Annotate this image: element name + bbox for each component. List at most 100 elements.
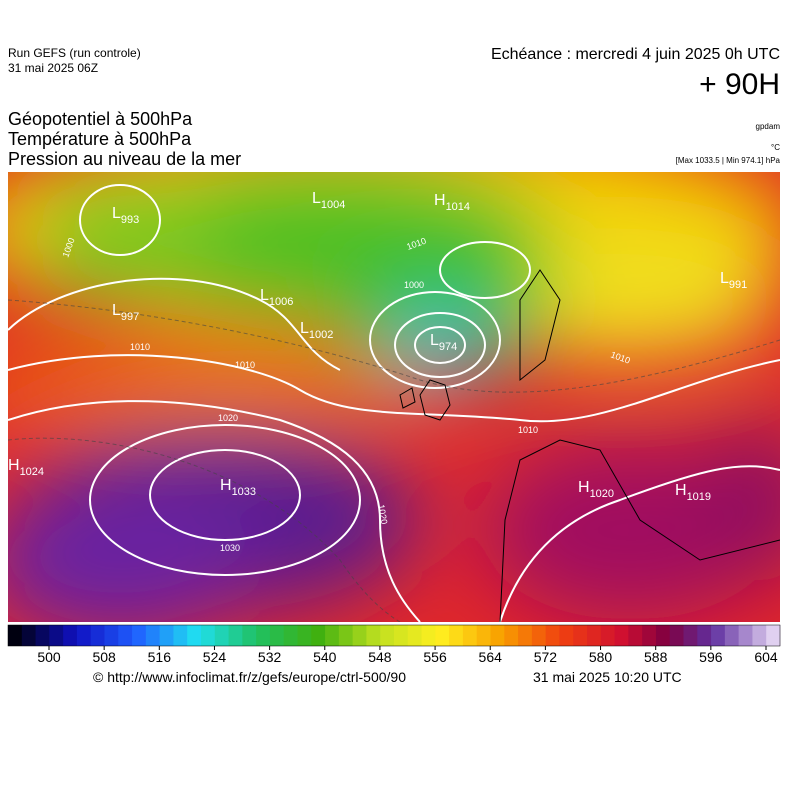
colorbar-swatch xyxy=(642,625,657,646)
colorbar-swatch xyxy=(269,625,285,646)
colorbar-label: 516 xyxy=(148,649,172,665)
colorbar-swatch xyxy=(35,625,50,646)
center-type: H xyxy=(434,192,446,209)
colorbar-swatch xyxy=(311,625,326,646)
colorbar-swatch xyxy=(435,625,450,646)
colorbar-swatch xyxy=(338,625,354,646)
colorbar-swatch xyxy=(283,625,298,646)
colorbar-swatch xyxy=(256,625,271,646)
colorbar-label: 500 xyxy=(37,649,61,665)
field-map xyxy=(8,172,780,622)
pressure-center: L974 xyxy=(430,332,457,353)
colorbar-label: 524 xyxy=(203,649,227,665)
colorbar-swatch xyxy=(531,625,547,646)
colorbar-label: 508 xyxy=(92,649,116,665)
colorbar-swatch xyxy=(504,625,519,646)
pressure-center: H1019 xyxy=(675,482,711,503)
center-type: L xyxy=(260,287,269,304)
colorbar-label: 604 xyxy=(754,649,778,665)
colorbar-swatch xyxy=(173,625,188,646)
colorbar-swatch xyxy=(228,625,243,646)
center-value: 1014 xyxy=(446,201,470,213)
range: [Max 1033.5 | Min 974.1] hPa xyxy=(675,156,780,165)
colorbar-swatch xyxy=(104,625,119,646)
colorbar-swatch xyxy=(242,625,257,646)
field: Pression au niveau de la mer xyxy=(8,149,242,169)
isobar-label: 1010 xyxy=(235,360,255,370)
colorbar-swatch xyxy=(380,625,395,646)
colorbar-label: 532 xyxy=(258,649,282,665)
pressure-center: L991 xyxy=(720,270,747,291)
center-value: 1024 xyxy=(20,466,44,478)
colorbar-swatch xyxy=(449,625,464,646)
colorbar-swatch xyxy=(683,625,698,646)
pressure-center: L993 xyxy=(112,205,139,226)
colorbar-label: 580 xyxy=(589,649,613,665)
isobar-label: 1010 xyxy=(518,425,538,435)
colorbar-swatch xyxy=(201,625,216,646)
colorbar-swatch xyxy=(724,625,740,646)
center-value: 1006 xyxy=(269,296,293,308)
center-value: 993 xyxy=(121,214,139,226)
colorbar-swatch xyxy=(90,625,105,646)
colorbar-swatch xyxy=(711,625,726,646)
colorbar-swatch xyxy=(145,625,161,646)
colorbar-label: 572 xyxy=(534,649,558,665)
colorbar-label: 548 xyxy=(368,649,392,665)
field: Géopotentiel à 500hPa xyxy=(8,109,193,129)
colorbar-swatch xyxy=(559,625,574,646)
pressure-center: L1002 xyxy=(300,320,333,341)
center-value: 1033 xyxy=(232,486,256,498)
center-type: L xyxy=(312,190,321,207)
pressure-center: H1033 xyxy=(220,477,256,498)
colorbar-swatch xyxy=(573,625,588,646)
isobar-label: 1030 xyxy=(220,543,240,553)
center-value: 997 xyxy=(121,311,139,323)
generated: 31 mai 2025 10:20 UTC xyxy=(533,669,682,685)
colorbar-swatch xyxy=(407,625,423,646)
pressure-center: H1014 xyxy=(434,192,470,213)
colorbar-frame xyxy=(7,624,781,647)
colorbar-swatch xyxy=(655,625,671,646)
colorbar-swatch xyxy=(462,625,478,646)
colorbar-swatch xyxy=(159,625,174,646)
center-type: H xyxy=(578,479,590,496)
colorbar-label: 588 xyxy=(644,649,668,665)
colorbar-swatch xyxy=(490,625,505,646)
center-type: H xyxy=(220,477,232,494)
colorbar-label: 556 xyxy=(423,649,447,665)
center-type: L xyxy=(112,205,121,222)
colorbar-swatch xyxy=(614,625,629,646)
colorbar-label: 596 xyxy=(699,649,723,665)
colorbar-swatch xyxy=(132,625,147,646)
colorbar-swatch xyxy=(545,625,560,646)
colorbar-swatch xyxy=(476,625,491,646)
colorbar-swatch xyxy=(76,625,92,646)
colorbar-swatch xyxy=(394,625,409,646)
center-type: H xyxy=(8,457,20,474)
colorbar-label: 540 xyxy=(313,649,337,665)
isobar-label: 1020 xyxy=(218,413,238,423)
colorbar-swatch xyxy=(766,625,781,646)
center-type: L xyxy=(720,270,729,287)
center-value: 1004 xyxy=(321,199,345,211)
colorbar-swatch xyxy=(600,625,616,646)
center-value: 991 xyxy=(729,279,747,291)
colorbar-swatch xyxy=(297,625,312,646)
center-type: L xyxy=(112,302,121,319)
colorbar-swatch xyxy=(697,625,712,646)
unit: °C xyxy=(771,143,780,152)
colorbar-swatch xyxy=(49,625,64,646)
colorbar-swatch xyxy=(752,625,767,646)
colorbar-swatch xyxy=(118,625,133,646)
lead-time: + 90H xyxy=(699,68,780,101)
unit: gpdam xyxy=(755,122,780,131)
colorbar-swatch xyxy=(352,625,367,646)
center-type: L xyxy=(430,332,439,349)
colorbar-swatch xyxy=(587,625,602,646)
colorbar-swatch xyxy=(187,625,202,646)
pressure-center: L1004 xyxy=(312,190,345,211)
center-type: L xyxy=(300,320,309,337)
